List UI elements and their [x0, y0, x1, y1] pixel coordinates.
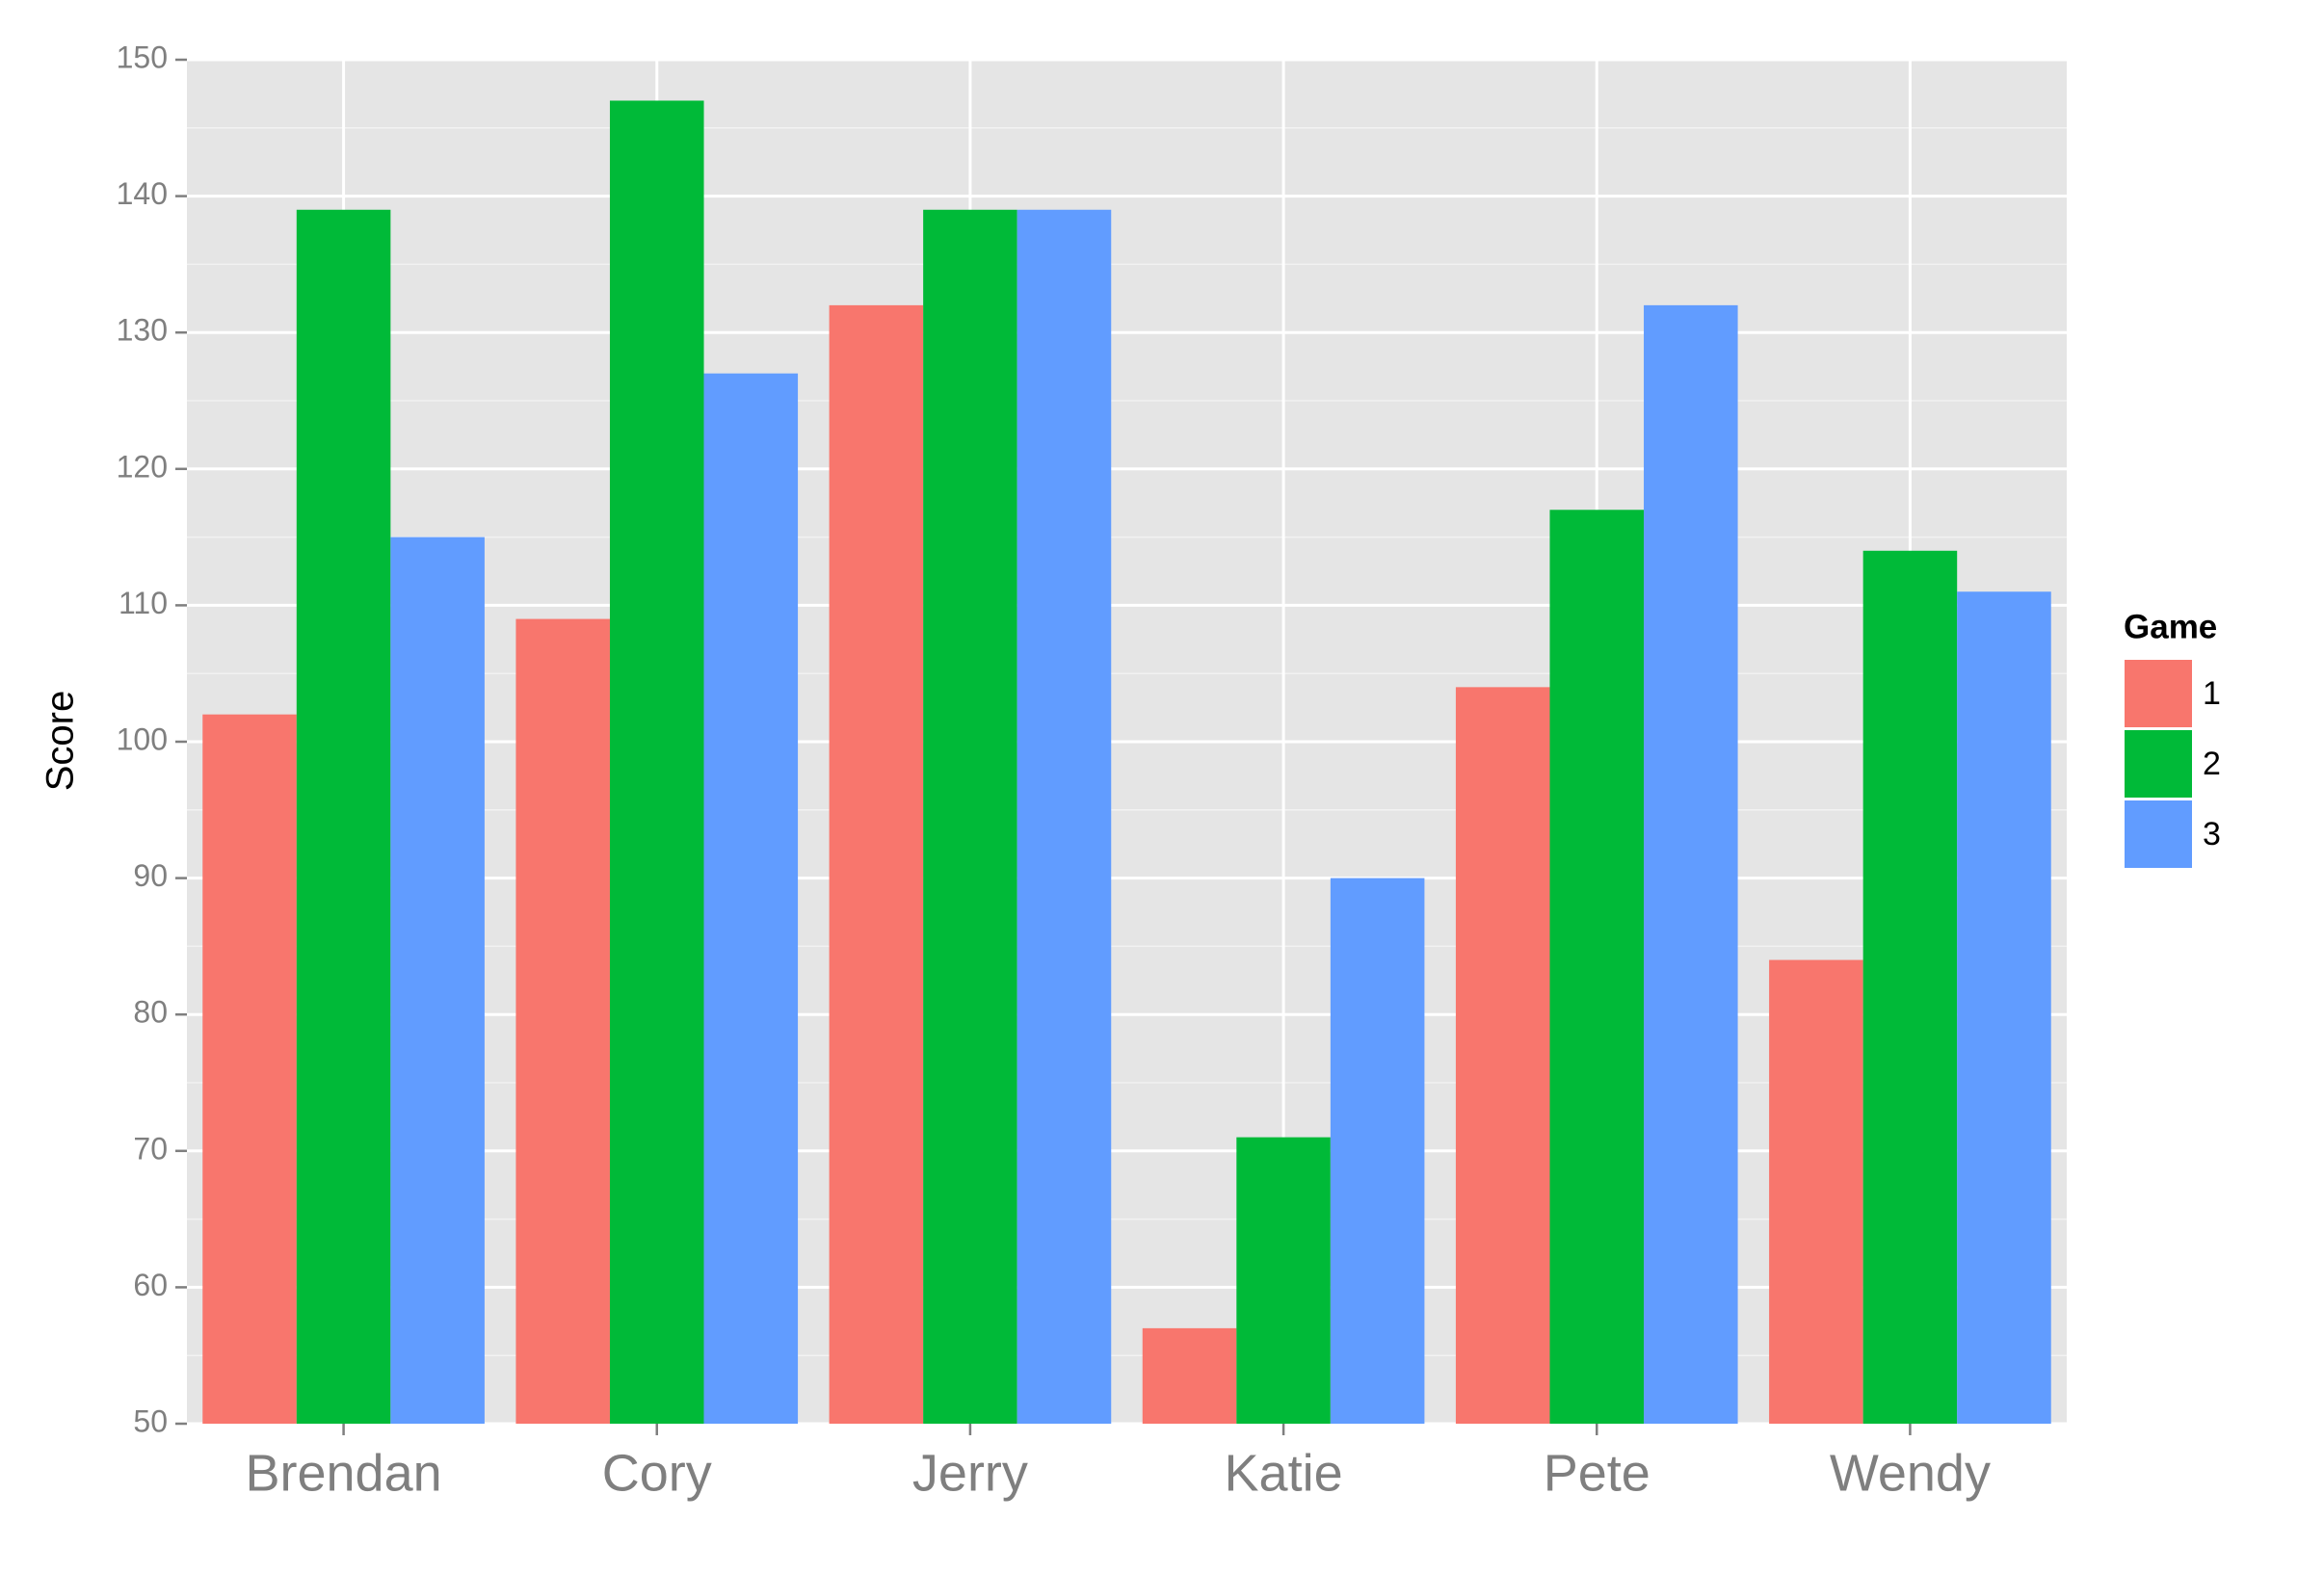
- legend-label: 2: [2203, 746, 2221, 782]
- bar: [1644, 304, 1738, 1424]
- x-tick-label: Cory: [602, 1444, 712, 1502]
- y-tick-label: 90: [133, 858, 168, 893]
- x-tick-label: Katie: [1225, 1444, 1343, 1502]
- bar: [1862, 550, 1958, 1424]
- legend-label: 3: [2203, 816, 2221, 852]
- bar: [1957, 591, 2051, 1424]
- y-tick-label: 140: [117, 176, 168, 211]
- bar: [1236, 1137, 1331, 1424]
- bar: [923, 209, 1017, 1424]
- legend-key: [2123, 728, 2194, 800]
- bar: [829, 304, 924, 1424]
- legend-title: Game: [2124, 608, 2217, 645]
- y-tick-label: 130: [117, 313, 168, 348]
- y-tick-label: 60: [133, 1268, 168, 1302]
- bar: [1549, 510, 1645, 1424]
- y-tick-label: 150: [117, 39, 168, 74]
- bar: [1017, 209, 1112, 1424]
- bar: [1142, 1327, 1237, 1424]
- x-tick-label: Brendan: [245, 1444, 441, 1502]
- bar: [202, 714, 297, 1424]
- x-tick-label: Wendy: [1830, 1444, 1991, 1502]
- x-tick-label: Pete: [1544, 1444, 1651, 1502]
- bar: [1769, 959, 1863, 1424]
- bar: [296, 209, 391, 1424]
- y-tick-label: 50: [133, 1403, 168, 1438]
- legend-label: 1: [2203, 675, 2221, 712]
- bar: [1330, 878, 1425, 1424]
- y-tick-label: 120: [117, 449, 168, 484]
- y-tick-label: 100: [117, 721, 168, 756]
- x-tick-label: Jerry: [912, 1444, 1028, 1502]
- legend-key: [2123, 799, 2194, 870]
- legend-key: [2123, 658, 2194, 729]
- bar: [609, 100, 704, 1425]
- y-axis-label: Score: [40, 691, 82, 792]
- bar: [703, 373, 799, 1425]
- bar: [515, 618, 610, 1424]
- y-tick-label: 80: [133, 995, 168, 1030]
- y-tick-label: 70: [133, 1131, 168, 1166]
- bar: [1455, 687, 1550, 1424]
- bar: [390, 537, 485, 1424]
- y-tick-label: 110: [119, 586, 168, 620]
